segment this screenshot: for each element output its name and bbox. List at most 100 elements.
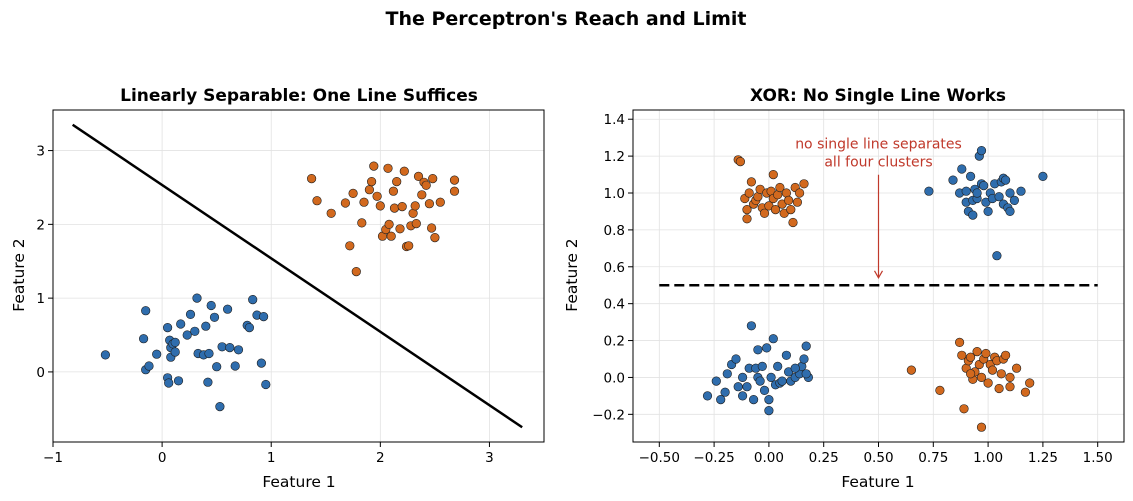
series-class1 (733, 155, 1035, 432)
data-point (924, 186, 934, 196)
data-point (996, 369, 1006, 379)
data-point (976, 146, 987, 156)
data-point (737, 391, 748, 401)
annotation-text: no single line separates (795, 137, 962, 153)
data-point (170, 347, 180, 357)
data-point (757, 361, 767, 372)
y-axis-label: Feature 2 (563, 238, 581, 311)
x-tick-label: 0 (158, 450, 167, 466)
data-point (746, 321, 757, 331)
data-point (759, 385, 770, 396)
data-point (386, 231, 396, 241)
panel-linearly-separable: Linearly Separable: One Line Suffices Fe… (10, 86, 545, 491)
data-point (209, 312, 220, 322)
data-point (983, 206, 993, 216)
y-axis-label: Feature 2 (10, 238, 28, 311)
data-point (1005, 206, 1015, 216)
annotation: no single line separates all four cluster… (795, 137, 962, 280)
data-point (345, 241, 355, 251)
data-point (192, 293, 202, 303)
data-point (954, 337, 965, 348)
data-point (248, 295, 258, 305)
data-point (957, 164, 967, 174)
data-point (979, 181, 989, 191)
data-point (163, 323, 173, 333)
data-point (733, 382, 743, 392)
data-point (976, 422, 987, 432)
data-point (307, 174, 317, 184)
data-point (215, 402, 225, 412)
data-point (957, 350, 967, 360)
data-point (770, 205, 781, 215)
data-point (748, 395, 759, 405)
data-point (190, 326, 200, 336)
y-tick-label: 3 (36, 144, 45, 160)
data-point (340, 198, 351, 208)
x-tick-label: −0.25 (693, 450, 734, 466)
data-point (212, 362, 222, 372)
data-point (428, 174, 438, 184)
y-tick-label: 1 (36, 291, 45, 307)
series-class0 (100, 293, 271, 412)
data-point (357, 218, 367, 228)
data-point (326, 208, 336, 218)
data-point (388, 186, 399, 196)
data-point (185, 309, 196, 320)
data-point (1009, 195, 1020, 205)
data-point (744, 188, 754, 198)
data-point (244, 323, 254, 333)
data-point (1016, 186, 1026, 196)
data-point (351, 267, 361, 277)
x-tick-label: 0.00 (754, 450, 784, 466)
data-point (762, 343, 772, 353)
data-point (173, 376, 184, 386)
data-point (1005, 188, 1015, 198)
data-point (421, 180, 431, 190)
data-point (801, 369, 811, 379)
data-point (773, 361, 783, 372)
data-point (139, 334, 149, 344)
data-point (972, 347, 982, 357)
data-point (1000, 350, 1011, 360)
data-point (731, 354, 741, 364)
grid (52, 110, 544, 442)
x-tick-label: 1.00 (973, 450, 1003, 466)
data-point (1005, 382, 1015, 392)
data-point (367, 177, 377, 187)
data-point (404, 241, 414, 251)
data-point (225, 343, 235, 353)
data-point (427, 223, 437, 233)
panel-xor: XOR: No Single Line Works Feature 1 Feat… (563, 86, 1125, 491)
y-tick-label: −0.2 (592, 407, 625, 423)
annotation-text: all four clusters (824, 155, 932, 171)
x-tick-label: 2 (376, 450, 385, 466)
data-point (781, 350, 792, 360)
data-point (372, 191, 382, 201)
y-tick-label: 0 (36, 365, 45, 381)
data-point (383, 163, 393, 173)
data-point (742, 214, 752, 224)
x-tick-label: 1.25 (1028, 450, 1058, 466)
data-point (384, 219, 394, 229)
x-tick-label: 0.75 (918, 450, 948, 466)
data-point (746, 177, 757, 187)
series-class1 (307, 161, 460, 277)
data-point (170, 337, 180, 348)
data-point (965, 369, 976, 379)
x-tick-label: 0.50 (863, 450, 893, 466)
data-point (959, 404, 969, 414)
data-point (801, 341, 811, 351)
data-point (1020, 387, 1031, 397)
data-point (312, 196, 322, 206)
suptitle: The Perceptron's Reach and Limit (385, 8, 746, 30)
data-point (972, 188, 982, 198)
data-point (766, 372, 776, 383)
data-point (948, 175, 958, 185)
data-point (261, 379, 271, 390)
axes-frame (632, 109, 1125, 443)
x-axis-label: Feature 1 (841, 473, 914, 491)
data-point (753, 345, 763, 355)
data-point (935, 385, 945, 396)
data-point (790, 363, 800, 373)
data-point (965, 352, 976, 362)
